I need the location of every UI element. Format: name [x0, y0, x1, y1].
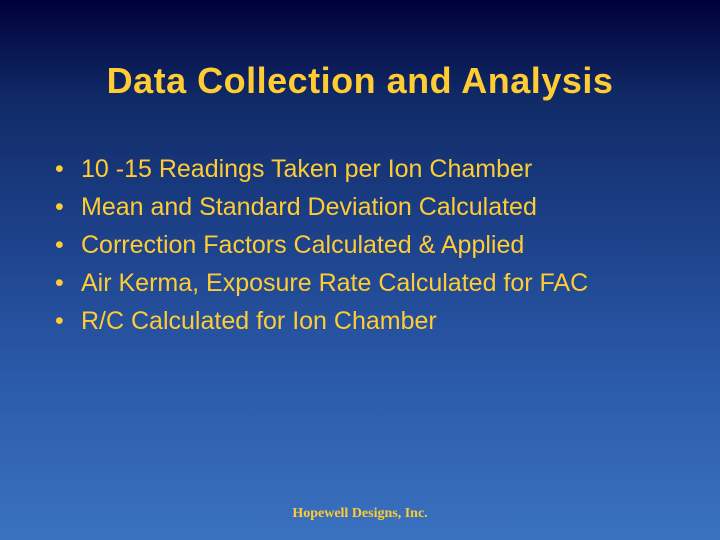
footer-text: Hopewell Designs, Inc. — [0, 506, 720, 522]
bullet-text: Mean and Standard Deviation Calculated — [81, 188, 665, 226]
list-item: • Correction Factors Calculated & Applie… — [55, 226, 665, 264]
bullet-icon: • — [55, 264, 81, 302]
list-item: • Mean and Standard Deviation Calculated — [55, 188, 665, 226]
bullet-icon: • — [55, 188, 81, 226]
list-item: • 10 -15 Readings Taken per Ion Chamber — [55, 150, 665, 188]
bullet-text: R/C Calculated for Ion Chamber — [81, 302, 665, 340]
bullet-icon: • — [55, 150, 81, 188]
slide-title: Data Collection and Analysis — [55, 60, 665, 102]
bullet-text: Air Kerma, Exposure Rate Calculated for … — [81, 264, 665, 302]
bullet-icon: • — [55, 226, 81, 264]
list-item: • Air Kerma, Exposure Rate Calculated fo… — [55, 264, 665, 302]
list-item: • R/C Calculated for Ion Chamber — [55, 302, 665, 340]
bullet-text: Correction Factors Calculated & Applied — [81, 226, 665, 264]
bullet-text: 10 -15 Readings Taken per Ion Chamber — [81, 150, 665, 188]
bullet-icon: • — [55, 302, 81, 340]
bullet-list: • 10 -15 Readings Taken per Ion Chamber … — [55, 150, 665, 340]
slide: Data Collection and Analysis • 10 -15 Re… — [0, 0, 720, 540]
